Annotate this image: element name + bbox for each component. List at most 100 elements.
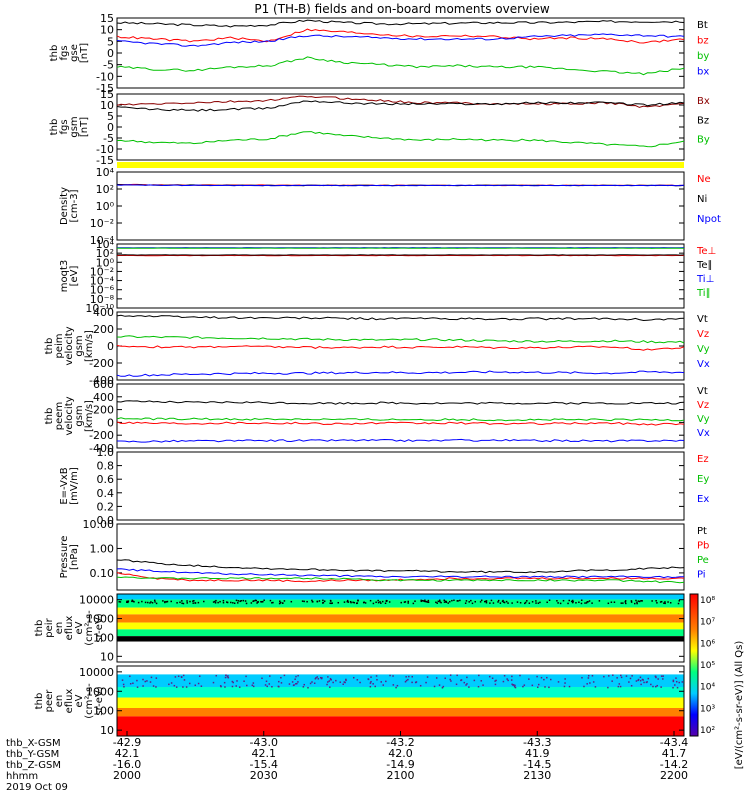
heatmap-speck (495, 679, 497, 682)
heatmap-speck (480, 599, 483, 602)
heatmap-speck (456, 600, 459, 602)
heatmap-speck (502, 680, 505, 683)
heatmap-speck (313, 682, 316, 684)
heatmap-speck (519, 602, 522, 604)
series-line-Vx (117, 438, 685, 443)
heatmap-speck (438, 684, 441, 686)
ylabel-line: velocity (64, 326, 75, 365)
heatmap-speck (192, 602, 194, 604)
legend-Bt: Bt (697, 20, 708, 31)
heatmap-speck (592, 681, 595, 683)
heatmap-speck (123, 686, 125, 688)
ytick-label: 1000 (86, 613, 114, 626)
heatmap-speck (369, 685, 372, 688)
heatmap-speck (580, 602, 583, 605)
heatmap-speck (295, 675, 297, 678)
heatmap-speck (175, 686, 178, 688)
ylabel-line: fgs (59, 119, 70, 134)
heatmap-speck (505, 600, 508, 603)
heatmap-speck (339, 681, 342, 683)
heatmap-speck (155, 686, 157, 688)
heatmap-speck (278, 602, 281, 605)
heatmap-speck (352, 676, 355, 679)
heatmap-speck (332, 681, 334, 684)
heatmap-speck (364, 602, 367, 604)
ytick-label: -5 (103, 132, 114, 145)
heatmap-speck (618, 683, 621, 685)
heatmap-speck (155, 677, 158, 679)
heatmap-speck (548, 599, 551, 601)
heatmap-speck (482, 684, 484, 686)
heatmap-speck (154, 601, 156, 603)
ytick-label: 10⁻² (90, 217, 114, 230)
heatmap-band (117, 594, 684, 600)
heatmap-speck (367, 678, 370, 681)
ytick-label: 10⁻² (90, 265, 114, 278)
heatmap-speck (261, 601, 263, 603)
heatmap-speck (630, 684, 633, 687)
heatmap-speck (546, 676, 548, 679)
heatmap-speck (370, 680, 372, 683)
heatmap-speck (377, 599, 379, 602)
xaxis-row-label: thb_Z-GSM (6, 760, 61, 771)
heatmap-speck (403, 601, 406, 603)
heatmap-band (117, 666, 684, 675)
heatmap-speck (181, 600, 183, 602)
ylabel-line: sr-eV) (94, 613, 105, 642)
ytick-label: 10⁻⁸ (90, 293, 115, 306)
heatmap-speck (359, 681, 361, 684)
heatmap-speck (147, 601, 149, 604)
ytick-label: 0 (107, 340, 114, 353)
heatmap-speck (425, 601, 428, 603)
heatmap-speck (411, 681, 413, 684)
heatmap-speck (347, 601, 350, 603)
heatmap-speck (631, 675, 633, 677)
heatmap-speck (510, 679, 513, 681)
heatmap-band (117, 636, 684, 642)
ytick-label: 1.0 (97, 446, 115, 459)
panel-peir_eflux: 10000 1000 100 10 thb peir en eflux eV (cm²-s-sr-… (34, 593, 685, 663)
heatmap-speck (322, 601, 325, 604)
heatmap-speck (586, 601, 589, 603)
heatmap-speck (676, 686, 679, 689)
heatmap-speck (224, 676, 227, 679)
heatmap-speck (352, 601, 354, 604)
heatmap-speck (392, 675, 394, 677)
ylabel-line: gsm (69, 116, 80, 137)
ylabel-line: eflux (64, 616, 75, 641)
heatmap-band (117, 674, 684, 687)
legend-Te∥: Te∥ (696, 260, 713, 271)
ylabel-line: [mV/m] (69, 467, 80, 505)
ylabel-line: en (54, 695, 65, 708)
heatmap-speck (660, 686, 662, 688)
heatmap-speck (459, 599, 461, 602)
heatmap-speck (473, 679, 476, 682)
heatmap-speck (630, 601, 633, 603)
heatmap-speck (655, 685, 657, 688)
heatmap-speck (173, 684, 176, 687)
legend-Pe: Pe (697, 555, 709, 566)
heatmap-speck (263, 599, 265, 601)
heatmap-speck (610, 601, 613, 603)
legend-Ni: Ni (697, 194, 707, 205)
panel-frame (116, 593, 685, 663)
heatmap-speck (494, 680, 496, 682)
legend-Vt: Vt (697, 386, 708, 397)
colorbar-tick: 10⁸ (700, 596, 715, 606)
heatmap-speck (427, 601, 430, 604)
heatmap-speck (451, 599, 453, 602)
ytick-label: 5 (107, 35, 114, 48)
series-line-Vz (116, 421, 685, 426)
heatmap-speck (272, 601, 274, 604)
legend-Ne: Ne (697, 174, 711, 185)
ylabel-line: moqt3 (59, 260, 70, 293)
heatmap-speck (637, 600, 640, 602)
series-line-Vz (116, 344, 685, 351)
heatmap-speck (131, 599, 134, 602)
heatmap-speck (260, 601, 262, 603)
heatmap-speck (146, 680, 148, 682)
ytick-label: 15 (100, 12, 114, 25)
heatmap-speck (329, 602, 331, 604)
